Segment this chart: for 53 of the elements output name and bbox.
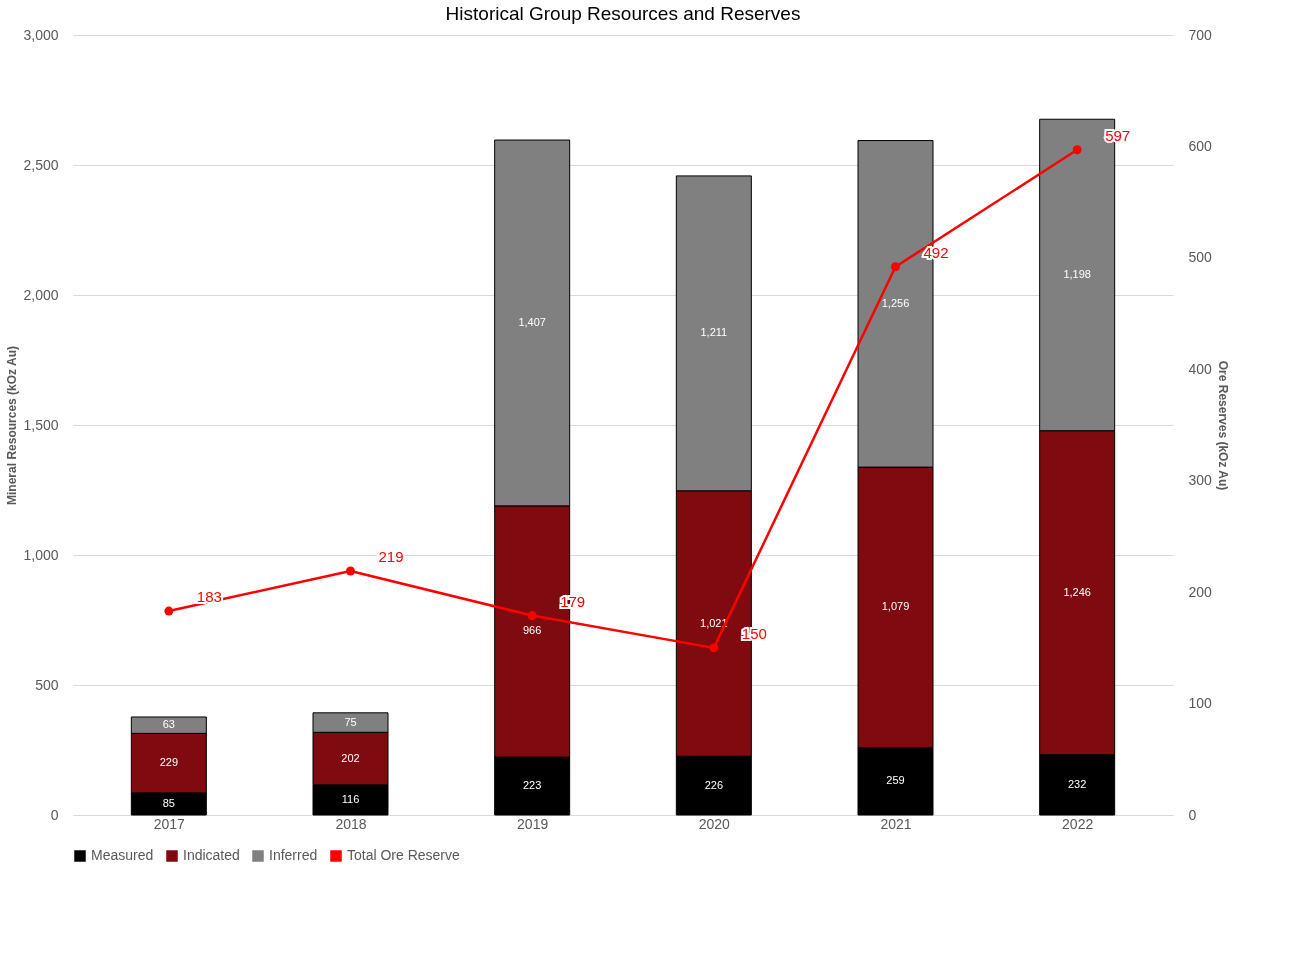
data-label: 232 bbox=[1067, 777, 1087, 790]
data-label: 202 bbox=[341, 751, 360, 764]
data-label: 63 bbox=[162, 718, 175, 731]
y2-tick-label: 400 bbox=[1188, 360, 1213, 377]
y2-tick-label: 100 bbox=[1188, 695, 1213, 712]
y2-tick-label: 200 bbox=[1188, 583, 1213, 600]
point bbox=[1072, 145, 1082, 155]
y2-tick-label: 600 bbox=[1188, 137, 1213, 154]
data-label: 75 bbox=[344, 715, 357, 728]
data-label: 259 bbox=[886, 774, 905, 787]
data-label: 219 bbox=[378, 547, 404, 565]
point bbox=[527, 611, 537, 621]
y-tick-label: 3,000 bbox=[23, 26, 59, 43]
data-label: 85 bbox=[162, 796, 175, 809]
y2-axis-title: Ore Reserves (kOz Au) bbox=[1215, 360, 1230, 491]
y2-tick-label: 300 bbox=[1188, 472, 1213, 489]
data-label: 116 bbox=[341, 792, 360, 805]
data-label: 183 bbox=[196, 588, 222, 606]
data-label: 1,246 bbox=[1063, 585, 1091, 598]
data-label: 223 bbox=[522, 779, 542, 792]
legend-label: Inferred bbox=[269, 847, 318, 863]
data-label: 1,198 bbox=[1063, 267, 1091, 280]
data-label: 1,079 bbox=[881, 600, 910, 613]
point bbox=[346, 566, 355, 576]
x-tick-label: 2020 bbox=[698, 815, 731, 832]
y2-tick-label: 500 bbox=[1188, 249, 1213, 266]
legend-label: Total Ore Reserve bbox=[347, 847, 461, 863]
chart-title: Historical Group Resources and Reserves bbox=[445, 3, 801, 24]
data-label: 966 bbox=[522, 624, 542, 637]
legend-label: Indicated bbox=[183, 847, 240, 863]
legend-label: Measured bbox=[91, 847, 154, 863]
x-tick-label: 2018 bbox=[335, 815, 367, 832]
x-tick-label: 2017 bbox=[153, 815, 186, 832]
point bbox=[891, 262, 900, 272]
data-label: 229 bbox=[159, 756, 179, 769]
point bbox=[709, 643, 719, 653]
x-tick-label: 2021 bbox=[880, 815, 912, 832]
data-label: 1,256 bbox=[881, 296, 910, 309]
y-axis-title: Mineral Resources (kOz Au) bbox=[5, 346, 20, 505]
y-tick-label: 2,500 bbox=[23, 156, 59, 173]
y-tick-label: 500 bbox=[35, 676, 59, 693]
y-tick-label: 2,000 bbox=[23, 286, 59, 303]
x-tick-label: 2022 bbox=[1062, 815, 1094, 832]
y-tick-label: 0 bbox=[50, 806, 59, 823]
y2-tick-label: 700 bbox=[1188, 26, 1213, 43]
x-tick-label: 2019 bbox=[517, 815, 549, 832]
data-label: 226 bbox=[704, 778, 724, 791]
data-label: 1,407 bbox=[518, 315, 546, 328]
y2-tick-label: 0 bbox=[1188, 806, 1197, 823]
y-tick-label: 1,000 bbox=[23, 546, 59, 563]
y-tick-label: 1,500 bbox=[23, 416, 59, 433]
data-label: 1,211 bbox=[700, 326, 728, 339]
point bbox=[164, 606, 174, 616]
